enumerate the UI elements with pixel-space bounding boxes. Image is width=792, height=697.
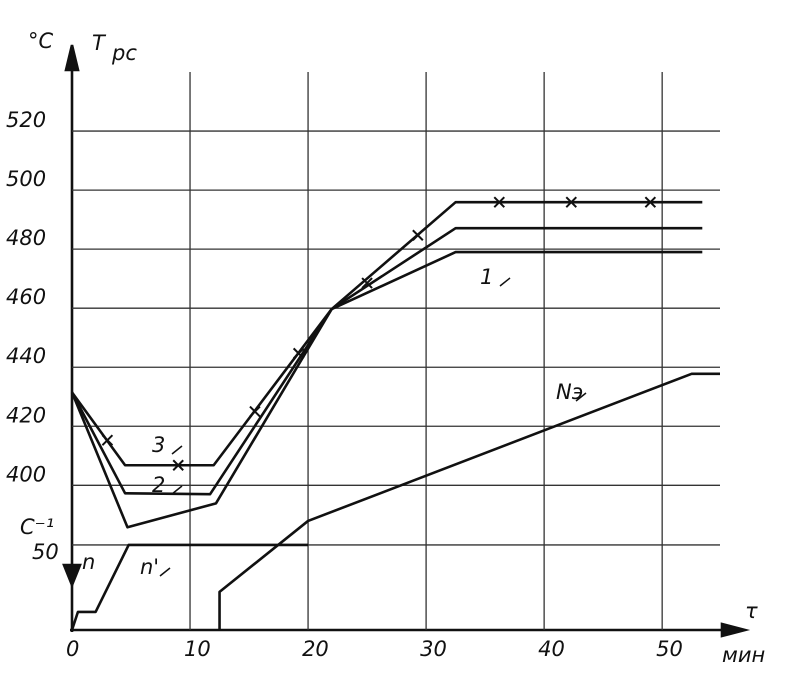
point-marker bbox=[565, 196, 577, 208]
label-leader bbox=[159, 567, 171, 577]
x-tick-label: 40 bbox=[538, 637, 565, 661]
chart-title-sub: рс bbox=[111, 41, 137, 65]
y2-tick-label: 50 bbox=[32, 540, 59, 564]
y-tick-label: 440 bbox=[6, 344, 46, 368]
label-leader bbox=[499, 277, 511, 287]
point-marker bbox=[493, 196, 505, 208]
line-series bbox=[70, 543, 309, 631]
series-label: n' bbox=[140, 555, 159, 579]
series-label: 1 bbox=[480, 265, 493, 289]
y-tick-label: 420 bbox=[6, 403, 46, 427]
x-axis-unit: мин bbox=[722, 643, 765, 667]
y-tick-label: 520 bbox=[6, 108, 46, 132]
label-leader bbox=[171, 485, 183, 495]
chart-title: T bbox=[92, 31, 107, 55]
line-series bbox=[218, 372, 720, 630]
x-tick-label: 50 bbox=[656, 637, 683, 661]
axes bbox=[62, 44, 751, 638]
y-tick-label: 500 bbox=[6, 167, 46, 191]
point-marker bbox=[249, 405, 261, 418]
x-tick-label: 30 bbox=[420, 637, 447, 661]
x-tick-label: 20 bbox=[302, 637, 329, 661]
series-label: 3 bbox=[152, 433, 165, 457]
point-marker bbox=[644, 196, 657, 208]
line-series bbox=[70, 226, 703, 496]
label-leader bbox=[171, 445, 183, 455]
y-tick-label: 400 bbox=[6, 462, 46, 486]
point-marker bbox=[361, 277, 373, 289]
y2-axis-unit: C⁻¹ bbox=[20, 515, 54, 539]
x-tick-label: 10 bbox=[184, 637, 211, 661]
y2-axis-label: n bbox=[82, 550, 95, 574]
x-axis-arrow bbox=[720, 622, 751, 638]
line-series bbox=[70, 250, 703, 529]
y-tick-label: 480 bbox=[6, 226, 46, 250]
point-marker bbox=[412, 229, 424, 241]
y-tick-label: 460 bbox=[6, 285, 46, 309]
series-label: Nэ bbox=[556, 380, 583, 404]
point-marker bbox=[101, 434, 114, 446]
x-axis-label: τ bbox=[745, 599, 758, 623]
series-label: 2 bbox=[152, 473, 165, 497]
y-axis-unit: °C bbox=[28, 29, 54, 53]
label-leader bbox=[575, 392, 587, 402]
x-tick-label: 0 bbox=[66, 637, 79, 661]
n-axis-arrow bbox=[62, 563, 82, 589]
point-marker bbox=[172, 459, 184, 471]
y-axis-arrow bbox=[64, 44, 80, 72]
line-series bbox=[70, 200, 703, 467]
point-marker bbox=[292, 347, 305, 360]
